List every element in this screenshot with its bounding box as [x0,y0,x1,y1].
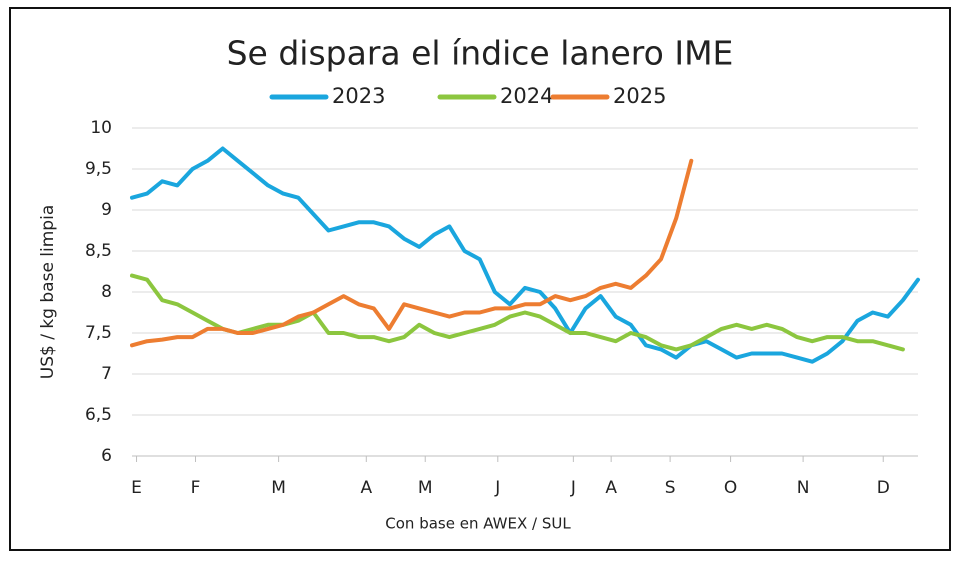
x-tick-label: S [665,478,676,498]
y-tick-label: 6 [101,446,112,466]
frame [9,7,951,551]
x-tick-label: M [271,478,286,498]
x-tick-label: J [570,478,576,498]
line-series [130,158,694,348]
x-tick-label: A [605,478,617,498]
line-series [130,273,905,352]
y-tick-label: 9 [101,200,112,220]
x-tick-label: O [724,478,737,498]
x-tick-label: E [131,478,142,498]
line-series [130,146,920,364]
x-tick-label: M [418,478,433,498]
y-tick-label: 7,5 [85,323,112,343]
x-tick-label: J [494,478,500,498]
y-tick-label: 6,5 [85,405,112,425]
y-tick-label: 9,5 [85,159,112,179]
legend-label: 2023 [332,84,385,108]
x-tick-label: N [797,478,810,498]
y-tick-label: 8 [101,282,112,302]
x-tick-label: D [877,478,890,498]
y-tick-label: 8,5 [85,241,112,261]
legend-label: 2024 [500,84,553,108]
legend-label: 2025 [613,84,666,108]
y-axis-title: US$ / kg base limpia [38,205,58,380]
x-tick-label: A [360,478,372,498]
x-tick-label: F [191,478,201,498]
y-tick-label: 10 [90,118,112,138]
chart-title: Se dispara el índice lanero IME [227,34,734,73]
x-axis-title: Con base en AWEX / SUL [385,515,571,533]
y-tick-label: 7 [101,364,112,384]
